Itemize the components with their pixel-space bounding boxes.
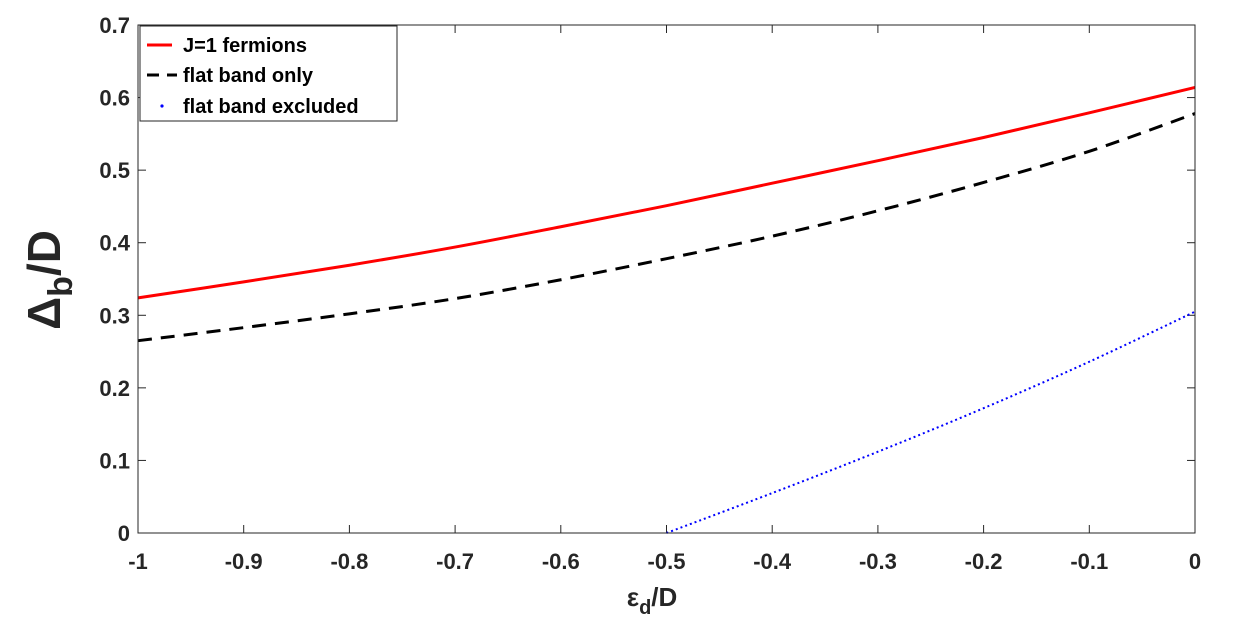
legend-label-1: flat band only (183, 65, 314, 87)
x-tick-label: -0.2 (965, 549, 1003, 574)
y-tick-labels: 0 0.1 0.2 0.3 0.4 0.5 0.6 0.7 (99, 13, 130, 546)
y-axis-label-sub: b (42, 276, 80, 297)
y-tick-label: 0.3 (99, 303, 130, 328)
series-line-0 (137, 85, 1196, 300)
x-tick-label: -0.8 (330, 549, 368, 574)
legend-swatch-2 (160, 104, 164, 108)
series-layer (137, 85, 1196, 534)
legend-box (139, 25, 398, 122)
legend-item-1: flat band only (147, 65, 314, 87)
y-axis-label-rest: /D (18, 230, 70, 276)
y-tick-label: 0.7 (99, 13, 130, 38)
x-tick-label: -0.6 (542, 549, 580, 574)
legend-label-2: flat band excluded (183, 96, 359, 118)
x-tick-labels: -1 -0.9 -0.8 -0.7 -0.6 -0.5 -0.4 -0.3 -0.2 -0.1 0 (128, 549, 1201, 574)
x-tick-label: -0.1 (1070, 549, 1108, 574)
x-tick-label: -0.4 (753, 549, 792, 574)
y-tick-label: 0.6 (99, 86, 130, 111)
x-axis-label-main: ε (627, 582, 639, 612)
y-tick-label: 0.4 (99, 231, 130, 256)
x-tick-label: -0.7 (436, 549, 474, 574)
x-axis-label-rest: /D (651, 582, 677, 612)
legend-item-2: flat band excluded (160, 96, 359, 118)
x-tick-label: -1 (128, 549, 148, 574)
y-tick-label: 0.5 (99, 158, 130, 183)
series-line-1 (137, 112, 1196, 343)
x-axis-label-sub: d (639, 597, 651, 619)
legend-label-0: J=1 fermions (183, 35, 307, 57)
legend: J=1 fermions flat band only flat band ex… (139, 25, 398, 122)
y-tick-label: 0.2 (99, 376, 130, 401)
x-tick-label: -0.5 (648, 549, 686, 574)
y-axis-label-main: Δ (18, 297, 70, 330)
x-tick-label: 0 (1189, 549, 1201, 574)
legend-item-0: J=1 fermions (147, 35, 307, 57)
y-tick-label: 0.1 (99, 448, 130, 473)
x-tick-label: -0.9 (225, 549, 263, 574)
y-axis-label: Δb/D (18, 230, 80, 330)
x-tick-label: -0.3 (859, 549, 897, 574)
plot-frame (137, 24, 1196, 534)
x-axis-label: εd/D (627, 582, 678, 619)
series-line-2 (666, 310, 1196, 534)
y-tick-label: 0 (118, 521, 130, 546)
